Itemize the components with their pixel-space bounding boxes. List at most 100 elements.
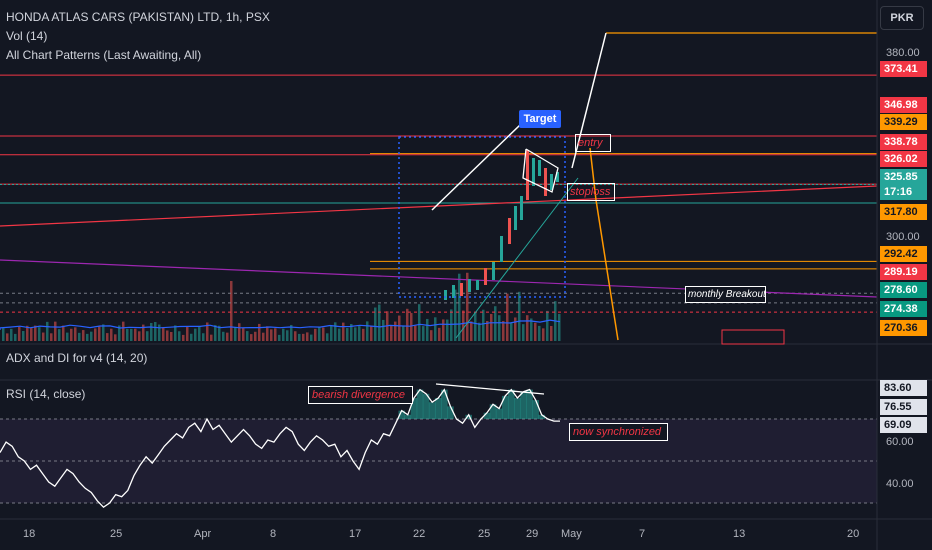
volume-bar xyxy=(102,324,105,341)
price-candle xyxy=(460,283,463,296)
volume-bar xyxy=(110,328,113,341)
volume-bar xyxy=(206,322,209,341)
volume-bar xyxy=(450,309,453,341)
volume-bar xyxy=(86,333,89,341)
volume-bar xyxy=(130,328,133,341)
volume-bar xyxy=(66,332,69,341)
volume-bar xyxy=(522,324,525,341)
price-tag-support: 292.42 xyxy=(880,246,927,262)
price-candle xyxy=(508,218,511,244)
volume-bar xyxy=(302,333,305,341)
volume-bar xyxy=(530,318,533,341)
volume-bar xyxy=(414,325,417,341)
volume-bars xyxy=(0,272,561,341)
time-axis-label: 13 xyxy=(733,528,746,540)
bearish-divergence-label[interactable]: bearish divergence xyxy=(308,386,413,404)
volume-bar xyxy=(222,331,225,341)
price-candle xyxy=(532,158,535,186)
currency-button[interactable]: PKR xyxy=(880,6,924,30)
chart-patterns-indicator-label[interactable]: All Chart Patterns (Last Awaiting, All) xyxy=(6,48,202,62)
monthly-breakout-label[interactable]: monthly Breakout xyxy=(685,286,766,303)
volume-bar xyxy=(410,313,413,341)
volume-bar xyxy=(310,334,313,341)
last-price-tag: 325.85 xyxy=(880,169,927,185)
volume-bar xyxy=(290,324,293,341)
adx-pane-title[interactable]: ADX and DI for v4 (14, 20) xyxy=(6,351,148,365)
volume-bar xyxy=(390,325,393,341)
volume-bar xyxy=(210,334,213,341)
volume-bar xyxy=(10,328,13,341)
volume-bar xyxy=(82,330,85,341)
volume-bar xyxy=(366,321,369,341)
price-candles xyxy=(444,150,559,300)
price-candle xyxy=(538,160,541,176)
target-label[interactable]: Target xyxy=(519,110,561,128)
volume-bar xyxy=(226,332,229,341)
drawing-tools[interactable] xyxy=(398,32,785,345)
rsi-pane-title[interactable]: RSI (14, close) xyxy=(6,387,86,401)
volume-bar xyxy=(198,326,201,341)
volume-bar xyxy=(150,322,153,341)
stoploss-label[interactable]: stoploss xyxy=(567,183,615,201)
volume-bar xyxy=(34,325,37,341)
volume-bar xyxy=(550,325,553,341)
price-candle xyxy=(492,262,495,280)
support-trendline xyxy=(455,177,579,339)
time-axis-label: 7 xyxy=(639,528,646,540)
entry-label[interactable]: entry xyxy=(575,134,611,152)
volume-bar xyxy=(218,325,221,341)
volume-indicator-label[interactable]: Vol (14) xyxy=(6,29,48,43)
volume-bar xyxy=(406,308,409,341)
volume-bar xyxy=(362,328,365,341)
volume-bar xyxy=(74,327,77,341)
volume-bar xyxy=(486,320,489,341)
target-projection-line xyxy=(431,124,521,211)
volume-bar xyxy=(438,327,441,341)
volume-bar xyxy=(286,330,289,341)
volume-bar xyxy=(170,331,173,341)
projected-path-line xyxy=(589,147,619,341)
resistance-trendline xyxy=(0,185,878,227)
volume-bar xyxy=(558,313,561,341)
volume-bar xyxy=(370,325,373,341)
volume-bar xyxy=(242,328,245,341)
volume-bar xyxy=(54,321,57,341)
rsi-tag: 83.60 xyxy=(880,380,927,396)
volume-bar xyxy=(122,321,125,341)
volume-bar xyxy=(174,325,177,341)
volume-bar xyxy=(330,325,333,341)
volume-bar xyxy=(458,273,461,341)
rsi-axis-label: 60.00 xyxy=(886,436,914,448)
volume-bar xyxy=(142,324,145,341)
price-candle xyxy=(550,174,553,190)
volume-bar xyxy=(338,328,341,341)
price-candle xyxy=(444,290,447,300)
countdown-tag: 17:16 xyxy=(880,184,927,200)
volume-bar xyxy=(78,332,81,341)
volume-bar xyxy=(118,325,121,341)
volume-bar xyxy=(282,328,285,341)
now-synchronized-label[interactable]: now synchronized xyxy=(569,423,668,441)
volume-bar xyxy=(426,318,429,341)
volume-bar xyxy=(398,315,401,341)
volume-bar xyxy=(162,327,165,341)
volume-bar xyxy=(178,331,181,341)
volume-bar xyxy=(506,293,509,341)
volume-bar xyxy=(478,322,481,341)
volume-bar xyxy=(254,331,257,341)
time-axis-label: 29 xyxy=(526,528,539,540)
volume-bar xyxy=(94,328,97,341)
volume-bar xyxy=(98,326,101,341)
volume-bar xyxy=(446,319,449,341)
volume-bar xyxy=(194,328,197,341)
volume-bar xyxy=(518,291,521,341)
volume-bar xyxy=(138,331,141,341)
volume-bar xyxy=(454,289,457,341)
volume-bar xyxy=(514,317,517,341)
volume-bar xyxy=(534,322,537,341)
chart-title[interactable]: HONDA ATLAS CARS (PAKISTAN) LTD, 1h, PSX xyxy=(6,10,270,24)
volume-bar xyxy=(314,328,317,341)
volume-bar xyxy=(6,333,9,341)
volume-bar xyxy=(70,328,73,341)
